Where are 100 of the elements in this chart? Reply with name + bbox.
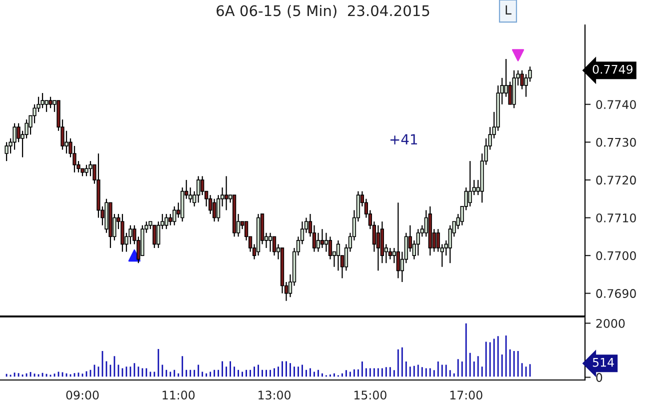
bar [396, 348, 400, 378]
candlestick [64, 130, 68, 154]
bar [132, 362, 137, 378]
bar [172, 368, 176, 378]
bar [76, 371, 81, 378]
bar [440, 363, 444, 378]
bar [16, 372, 21, 378]
bar [128, 365, 133, 378]
candlestick [164, 213, 168, 230]
bar [64, 372, 69, 378]
bar [256, 363, 260, 378]
candlestick [336, 240, 340, 272]
bar [524, 365, 528, 378]
bar [264, 368, 268, 378]
bar [12, 371, 17, 378]
candlestick [376, 224, 380, 272]
bar [80, 372, 85, 378]
bar [416, 363, 420, 378]
bar [248, 368, 252, 378]
bar [236, 368, 240, 378]
candlestick [268, 232, 272, 252]
candlestick [84, 164, 88, 177]
candlestick [468, 160, 472, 207]
bar [24, 372, 29, 378]
bar [476, 354, 480, 378]
candlestick [320, 228, 324, 249]
bar [84, 370, 89, 378]
bar [8, 373, 13, 378]
bar [272, 366, 276, 378]
y-tick-label: 0.7690 [596, 289, 636, 298]
bar [464, 322, 468, 378]
bar [36, 372, 41, 378]
candlestick [272, 236, 276, 256]
bar [348, 370, 352, 378]
bar [44, 372, 49, 378]
bar [376, 366, 380, 378]
bar [56, 370, 61, 378]
bar [124, 365, 129, 378]
candlestick [120, 213, 124, 252]
bar [324, 374, 328, 378]
bar [136, 365, 141, 378]
y-tick-label: 0 [596, 373, 602, 382]
bar [528, 362, 532, 378]
bar [336, 374, 340, 378]
bar [428, 366, 432, 378]
candlestick [48, 96, 52, 109]
bar [456, 358, 460, 378]
bar [420, 366, 424, 378]
bar [40, 371, 45, 378]
candlestick [168, 213, 172, 226]
bar [68, 372, 73, 378]
bar [32, 372, 37, 378]
bar [296, 365, 300, 378]
annotation: +41 [390, 134, 418, 144]
y-tick-label: 0.7720 [596, 176, 636, 185]
x-tick-label: 15:00 [354, 390, 386, 400]
bar [424, 366, 428, 378]
y-tick-label: 2000 [596, 318, 625, 328]
bar [412, 364, 416, 378]
bar [48, 373, 53, 378]
candlestick [4, 142, 8, 162]
bar [204, 372, 208, 378]
bar [52, 372, 57, 378]
y-tick-label: 0.7710 [596, 213, 636, 222]
candlestick [200, 176, 204, 196]
bar [28, 370, 33, 378]
candlestick [216, 194, 220, 222]
chart-title: 6A 06-15 (5 Min) 23.04.2015 [216, 4, 430, 18]
bar [344, 368, 348, 378]
bar [188, 368, 192, 378]
bar [180, 354, 184, 378]
candlestick [156, 220, 160, 249]
bar [368, 366, 372, 378]
bar [444, 363, 448, 378]
bar [312, 370, 316, 378]
bar [372, 366, 376, 378]
bar [268, 368, 272, 378]
bar [316, 368, 320, 378]
bar [380, 366, 384, 378]
bar [20, 373, 25, 378]
candlestick [396, 202, 400, 279]
bar [92, 363, 97, 378]
candlestick [416, 228, 420, 256]
bar [252, 365, 256, 378]
candlestick [44, 100, 48, 112]
bar [388, 366, 392, 378]
candlestick [224, 176, 228, 211]
bar [244, 368, 248, 378]
candlestick [324, 232, 328, 252]
candlestick [328, 236, 332, 260]
bar [332, 372, 336, 378]
bar [436, 360, 440, 378]
bar [308, 366, 312, 378]
x-tick-label: 13:00 [258, 390, 291, 400]
candlestick [88, 160, 92, 177]
candlestick [172, 206, 176, 226]
x-tick-label: 11:00 [162, 390, 195, 400]
bar [196, 363, 200, 378]
bar [212, 368, 216, 378]
bar [168, 370, 172, 378]
